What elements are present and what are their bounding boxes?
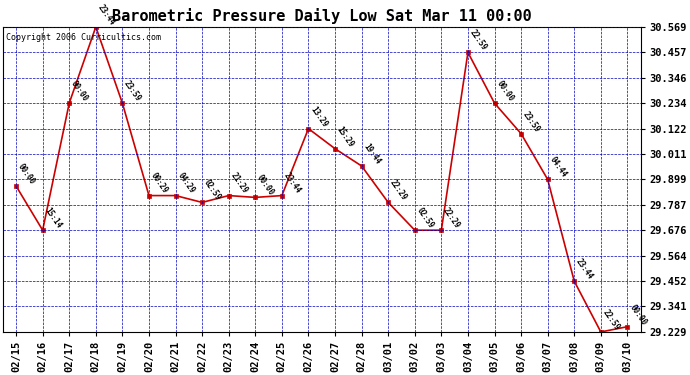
Text: 21:29: 21:29 [228, 171, 249, 196]
Text: 22:59: 22:59 [601, 308, 622, 332]
Text: 23:59: 23:59 [521, 110, 542, 134]
Text: 23:44: 23:44 [574, 257, 595, 281]
Text: 02:59: 02:59 [415, 206, 435, 230]
Text: 00:00: 00:00 [16, 162, 37, 186]
Text: 04:29: 04:29 [175, 171, 196, 196]
Text: 22:29: 22:29 [388, 178, 408, 203]
Text: Copyright 2006 Curricultics.com: Copyright 2006 Curricultics.com [6, 33, 161, 42]
Text: 15:14: 15:14 [43, 206, 63, 230]
Text: 19:44: 19:44 [362, 142, 382, 166]
Text: 00:00: 00:00 [255, 173, 276, 197]
Text: 15:29: 15:29 [335, 124, 355, 148]
Text: 23:44: 23:44 [282, 171, 302, 196]
Text: 04:44: 04:44 [548, 155, 569, 179]
Text: 02:59: 02:59 [202, 178, 223, 203]
Title: Barometric Pressure Daily Low Sat Mar 11 00:00: Barometric Pressure Daily Low Sat Mar 11… [112, 8, 531, 24]
Text: 00:00: 00:00 [69, 79, 90, 103]
Text: 23:59: 23:59 [122, 79, 143, 103]
Text: 22:29: 22:29 [442, 206, 462, 230]
Text: 23:44: 23:44 [96, 3, 117, 27]
Text: 00:00: 00:00 [627, 303, 648, 327]
Text: 00:00: 00:00 [495, 79, 515, 103]
Text: 13:29: 13:29 [308, 105, 329, 129]
Text: 00:29: 00:29 [149, 171, 170, 196]
Text: 22:59: 22:59 [468, 28, 489, 53]
